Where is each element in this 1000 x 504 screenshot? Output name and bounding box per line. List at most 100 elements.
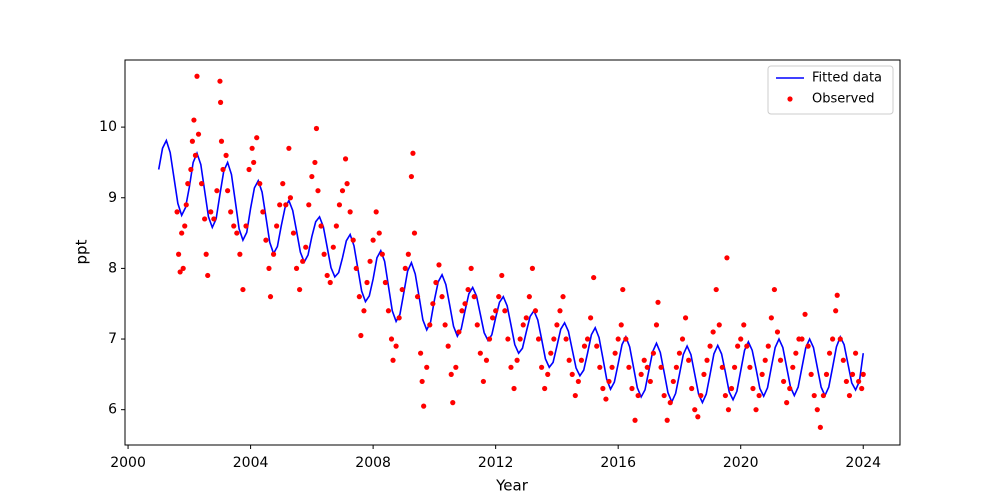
observed-point [747, 364, 753, 370]
observed-point [738, 336, 744, 342]
observed-point [290, 230, 297, 236]
observed-point [396, 315, 402, 321]
observed-point [424, 364, 430, 370]
y-tick-label: 10 [99, 119, 117, 135]
observed-point [353, 265, 359, 271]
observed-point [588, 315, 594, 321]
observed-point [667, 400, 673, 406]
observed-point [762, 357, 768, 363]
observed-point [741, 322, 747, 328]
observed-point [817, 424, 823, 430]
observed-point [313, 125, 320, 132]
observed-point [620, 286, 626, 293]
observed-point [539, 364, 545, 370]
observed-point [698, 392, 704, 399]
observed-point [321, 251, 327, 257]
observed-point [849, 371, 856, 377]
observed-point [442, 322, 448, 328]
observed-point [347, 209, 353, 215]
observed-point [545, 371, 551, 377]
observed-point [774, 329, 781, 335]
observed-point [765, 343, 771, 349]
y-tick-label: 7 [108, 331, 117, 347]
observed-point [195, 131, 202, 137]
observed-point [211, 216, 217, 222]
observed-point [735, 343, 741, 349]
observed-point [771, 286, 778, 293]
observed-point [653, 322, 660, 328]
observed-point [623, 336, 629, 342]
y-tick-label: 6 [108, 402, 117, 418]
x-tick-label: 2004 [233, 455, 269, 471]
observed-point [330, 244, 336, 250]
observed-point [526, 294, 532, 300]
observed-point [306, 202, 312, 208]
observed-point [191, 117, 197, 123]
observed-point [217, 99, 224, 105]
observed-point [293, 265, 300, 271]
observed-point [664, 417, 670, 423]
observed-point [837, 336, 843, 342]
observed-point [759, 371, 765, 377]
observed-point [689, 385, 695, 392]
observed-point [520, 322, 526, 328]
observed-point [477, 350, 483, 356]
observed-point [339, 188, 346, 194]
observed-point [315, 188, 321, 194]
x-tick-label: 2000 [110, 455, 146, 471]
observed-point [408, 173, 415, 180]
observed-point [650, 350, 657, 356]
observed-point [612, 350, 618, 356]
observed-point [843, 378, 849, 385]
observed-point [852, 350, 859, 356]
observed-point [679, 336, 686, 342]
observed-point [701, 371, 707, 377]
observed-point [202, 216, 208, 222]
observed-point [309, 173, 315, 180]
observed-point [358, 332, 364, 339]
observed-point [286, 145, 292, 151]
observed-point [505, 336, 511, 342]
observed-point [433, 279, 439, 286]
observed-point [641, 357, 647, 363]
observed-point [270, 251, 277, 257]
observed-point [707, 343, 713, 349]
observed-point [183, 202, 189, 208]
observed-point [584, 336, 591, 342]
observed-point [615, 336, 621, 342]
observed-point [266, 265, 272, 271]
observed-point [713, 286, 719, 293]
observed-point [606, 378, 612, 385]
observed-point [493, 308, 499, 314]
observed-point [274, 223, 280, 229]
observed-point [563, 336, 569, 342]
observed-point [511, 385, 517, 392]
observed-point [418, 350, 424, 356]
observed-point [557, 308, 563, 314]
observed-point [205, 272, 211, 279]
observed-point [756, 392, 762, 399]
observed-point [704, 357, 710, 363]
x-tick-label: 2020 [723, 455, 759, 471]
observed-point [692, 407, 698, 413]
observed-point [312, 159, 318, 166]
observed-point [814, 407, 820, 413]
observed-point [572, 392, 578, 399]
observed-point [367, 258, 373, 264]
observed-point [237, 251, 243, 257]
observed-point [240, 286, 246, 293]
observed-point [445, 343, 451, 349]
observed-point [287, 195, 294, 201]
observed-point [834, 292, 840, 298]
observed-point [670, 378, 676, 385]
observed-point [370, 237, 376, 243]
observed-point [673, 364, 679, 370]
observed-point [462, 301, 468, 307]
observed-point [753, 407, 759, 413]
observed-point [502, 308, 508, 314]
observed-point [661, 392, 667, 399]
observed-point [632, 417, 638, 423]
observed-point [486, 336, 493, 342]
observed-point [283, 202, 289, 208]
observed-point [179, 230, 185, 236]
